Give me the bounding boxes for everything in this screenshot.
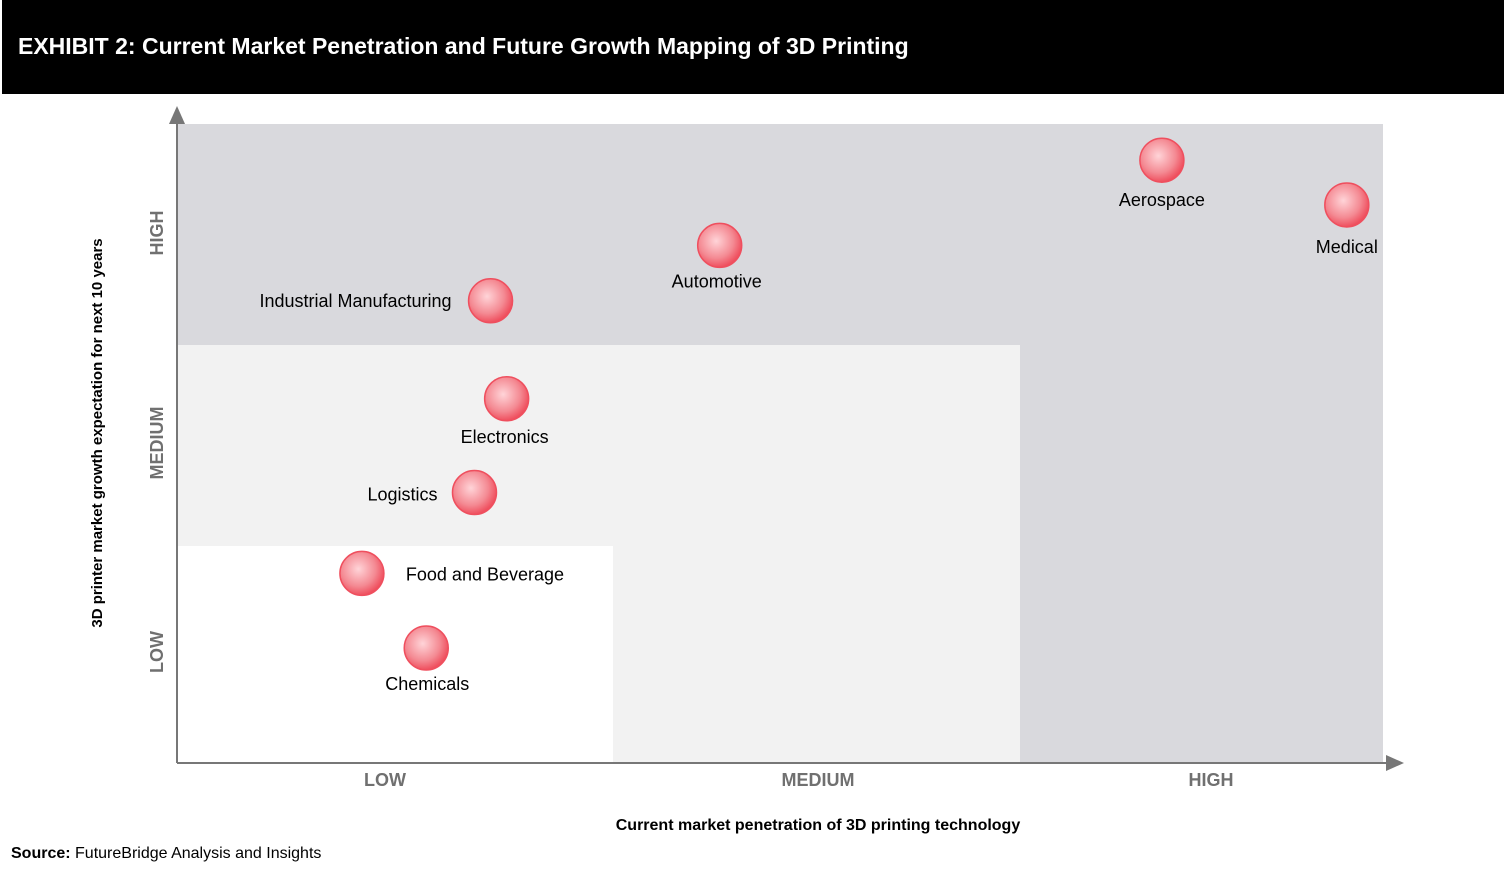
y-tick-labels: LOW MEDIUM HIGH — [147, 211, 167, 674]
bubble-aerospace — [1139, 137, 1185, 183]
bubble-automotive — [696, 222, 743, 269]
data-points: Aerospace Medical Automotive Industrial Man… — [259, 137, 1378, 694]
source-note: Source: FutureBridge Analysis and Insigh… — [11, 845, 321, 863]
bubble-electronics — [483, 376, 530, 422]
x-tick-label-low: LOW — [364, 770, 406, 790]
x-axis-title: Current market penetration of 3D printin… — [616, 817, 1021, 834]
y-tick-label-low: LOW — [147, 631, 167, 673]
x-tick-label-high: HIGH — [1189, 770, 1234, 790]
y-tick-label-medium: MEDIUM — [147, 407, 167, 480]
point-label-logistics: Logistics — [367, 484, 437, 504]
bubble-medical — [1324, 182, 1370, 228]
point-label-automotive: Automotive — [672, 271, 762, 291]
zones — [177, 124, 1383, 763]
bubble-chemicals — [403, 625, 449, 671]
x-tick-labels: LOW MEDIUM HIGH — [364, 770, 1234, 790]
point-label-industrial-manufacturing: Industrial Manufacturing — [259, 291, 451, 311]
bubble-food-and-beverage — [339, 550, 385, 597]
page-title: EXHIBIT 2: Current Market Penetration an… — [18, 33, 909, 59]
point-label-electronics: Electronics — [461, 427, 549, 447]
bubble-industrial-manufacturing — [467, 278, 514, 324]
source-label: Source: — [11, 845, 71, 862]
point-label-medical: Medical — [1316, 237, 1378, 257]
point-label-aerospace: Aerospace — [1119, 190, 1205, 210]
point-label-chemicals: Chemicals — [385, 674, 469, 694]
y-tick-label-high: HIGH — [147, 211, 167, 256]
header-bar: EXHIBIT 2: Current Market Penetration an… — [2, 0, 1504, 94]
source-text: FutureBridge Analysis and Insights — [75, 845, 322, 862]
y-axis-title: 3D printer market growth expectation for… — [89, 238, 106, 627]
x-tick-label-medium: MEDIUM — [782, 770, 855, 790]
point-label-food-and-beverage: Food and Beverage — [406, 564, 564, 584]
bubble-logistics — [451, 469, 498, 516]
zone-low — [177, 546, 613, 763]
